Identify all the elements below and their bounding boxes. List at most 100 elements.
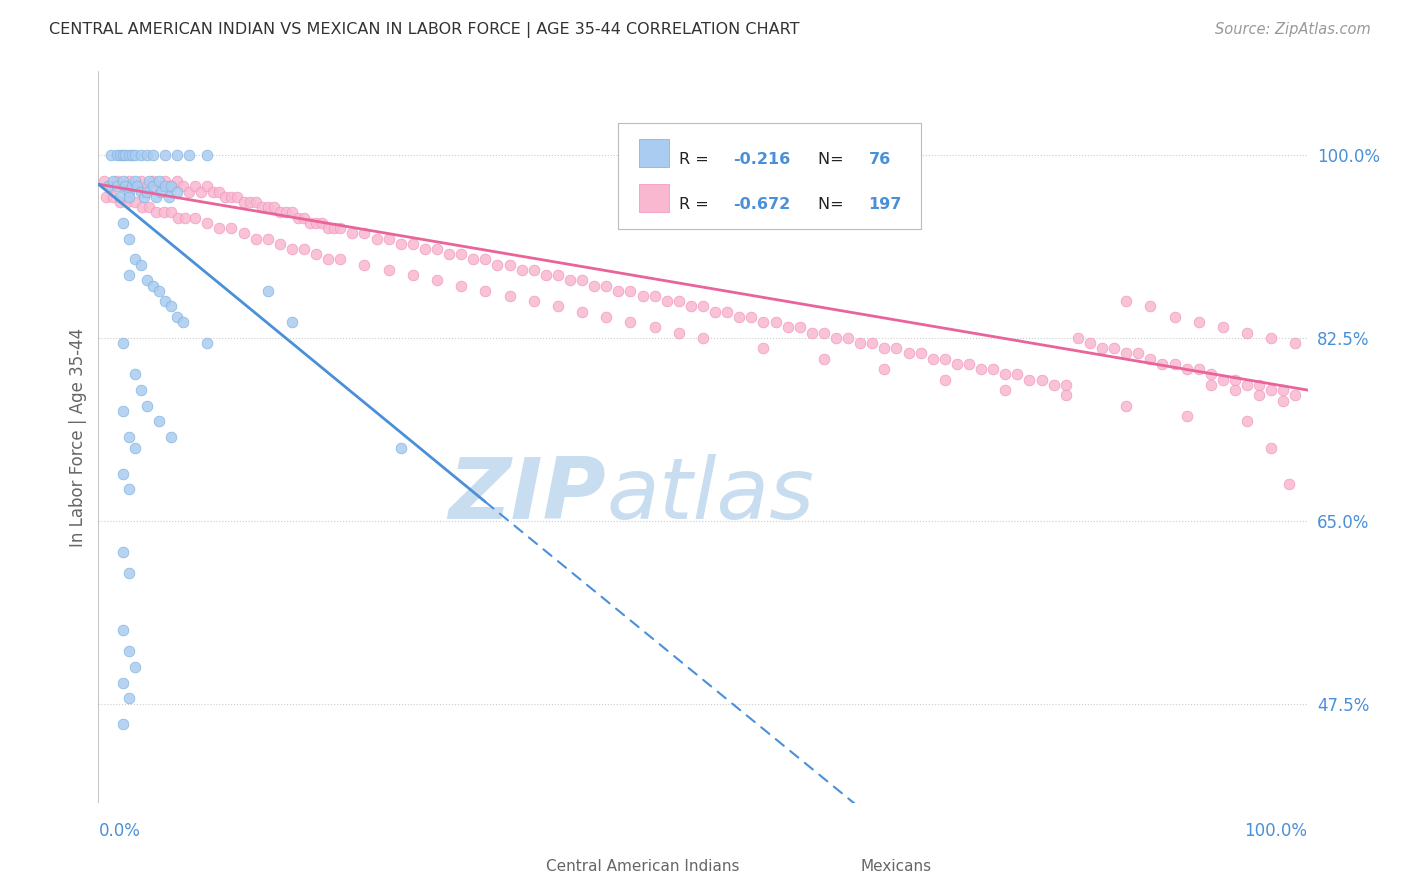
Point <box>245 194 267 209</box>
Point <box>148 414 170 428</box>
Point <box>800 326 823 340</box>
Point <box>111 179 134 194</box>
Point <box>135 399 157 413</box>
Point <box>124 194 146 209</box>
Point <box>134 190 156 204</box>
Point <box>498 258 520 272</box>
Point <box>970 362 993 376</box>
Point <box>994 368 1017 382</box>
Point <box>226 190 249 204</box>
Text: 76: 76 <box>869 152 891 167</box>
Point <box>644 289 666 303</box>
Point <box>1152 357 1174 371</box>
Point <box>105 179 128 194</box>
Text: R =: R = <box>679 197 714 212</box>
Point <box>94 190 117 204</box>
Point <box>124 148 146 162</box>
Point <box>692 300 714 314</box>
Point <box>558 273 581 287</box>
Point <box>849 336 872 351</box>
Point <box>118 483 141 497</box>
Point <box>450 247 472 261</box>
Point <box>1175 362 1198 376</box>
Text: 197: 197 <box>869 197 903 212</box>
Point <box>1188 315 1211 329</box>
Point <box>957 357 980 371</box>
Point <box>160 179 183 194</box>
Point <box>160 179 183 194</box>
Point <box>1212 373 1234 387</box>
Point <box>571 273 593 287</box>
Point <box>860 336 883 351</box>
Point <box>174 211 197 225</box>
Point <box>305 247 328 261</box>
Point <box>195 216 218 230</box>
Point <box>583 278 606 293</box>
Point <box>124 179 146 194</box>
Point <box>135 185 157 199</box>
Point <box>118 185 141 199</box>
Point <box>825 331 848 345</box>
Point <box>1007 368 1029 382</box>
Point <box>118 691 141 706</box>
Point <box>353 258 375 272</box>
Point <box>118 231 141 245</box>
Point <box>105 148 128 162</box>
Point <box>740 310 762 324</box>
Point <box>1054 388 1077 402</box>
Point <box>135 273 157 287</box>
Point <box>124 174 146 188</box>
Point <box>111 675 134 690</box>
Point <box>118 644 141 658</box>
Point <box>292 211 315 225</box>
Point <box>1163 357 1185 371</box>
Point <box>523 263 546 277</box>
Point <box>108 190 131 204</box>
Text: Central American Indians: Central American Indians <box>546 859 740 874</box>
Point <box>111 467 134 481</box>
Point <box>129 174 152 188</box>
Point <box>426 242 449 256</box>
Point <box>486 258 509 272</box>
Point <box>342 227 364 241</box>
Point <box>1249 377 1271 392</box>
Point <box>910 346 932 360</box>
Point <box>221 190 243 204</box>
Point <box>111 624 134 638</box>
Point <box>534 268 557 282</box>
Point <box>179 148 201 162</box>
FancyBboxPatch shape <box>619 122 921 228</box>
Point <box>101 174 124 188</box>
Point <box>789 320 811 334</box>
Point <box>934 351 956 366</box>
Point <box>752 341 775 355</box>
Point <box>595 278 617 293</box>
Point <box>214 190 236 204</box>
Point <box>108 148 131 162</box>
Point <box>202 185 225 199</box>
Point <box>256 200 278 214</box>
Point <box>377 231 399 245</box>
Point <box>1115 294 1137 309</box>
Point <box>172 315 194 329</box>
Point <box>121 148 143 162</box>
Text: -0.216: -0.216 <box>734 152 790 167</box>
Point <box>152 205 174 219</box>
Text: atlas: atlas <box>606 454 814 537</box>
Point <box>437 247 460 261</box>
Point <box>1284 336 1306 351</box>
Point <box>389 441 412 455</box>
Point <box>263 200 285 214</box>
Text: Mexicans: Mexicans <box>860 859 931 874</box>
Point <box>172 179 194 194</box>
Point <box>1115 346 1137 360</box>
Point <box>184 211 207 225</box>
Point <box>668 326 690 340</box>
Point <box>728 310 751 324</box>
Point <box>195 148 218 162</box>
FancyBboxPatch shape <box>824 850 851 874</box>
Point <box>281 315 304 329</box>
Point <box>256 284 278 298</box>
FancyBboxPatch shape <box>638 185 669 212</box>
Point <box>353 227 375 241</box>
